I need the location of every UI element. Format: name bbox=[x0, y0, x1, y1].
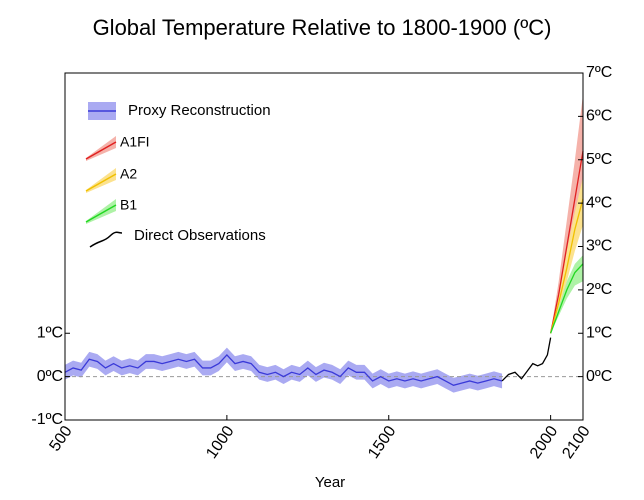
x-tick-label: 1500 bbox=[365, 423, 399, 462]
y-tick-label: 0ºC bbox=[37, 368, 63, 385]
error-band bbox=[65, 347, 503, 393]
y2-tick-label: 4ºC bbox=[586, 194, 612, 211]
series-line bbox=[549, 150, 584, 334]
legend-swatch-line bbox=[89, 231, 123, 248]
y2-tick-label: 0ºC bbox=[586, 368, 612, 385]
legend-label: Proxy Reconstruction bbox=[128, 102, 271, 119]
legend-label: A1FI bbox=[120, 134, 150, 150]
y2-tick-label: 3ºC bbox=[586, 238, 612, 255]
legend-swatch-line bbox=[85, 204, 117, 223]
y2-tick-label: 2ºC bbox=[586, 281, 612, 298]
legend-label: B1 bbox=[120, 197, 137, 213]
y-tick-label: -1ºC bbox=[31, 411, 63, 428]
x-axis-label: Year bbox=[315, 474, 345, 491]
x-tick-label: 2000 bbox=[527, 423, 561, 462]
legend-label: A2 bbox=[120, 166, 137, 182]
chart-title: Global Temperature Relative to 1800-1900… bbox=[93, 15, 552, 40]
legend-label: Direct Observations bbox=[134, 227, 266, 244]
series-line bbox=[550, 263, 584, 334]
x-tick-label: 2100 bbox=[559, 423, 593, 462]
legend-swatch-line bbox=[85, 173, 117, 192]
legend-swatch-line bbox=[85, 141, 117, 160]
range-band bbox=[550, 255, 583, 334]
series-line bbox=[501, 337, 552, 382]
x-tick-label: 1000 bbox=[203, 423, 237, 462]
y-tick-label: 1ºC bbox=[37, 324, 63, 341]
y2-tick-label: 6ºC bbox=[586, 108, 612, 125]
y2-tick-label: 5ºC bbox=[586, 151, 612, 168]
y2-tick-label: 7ºC bbox=[586, 64, 612, 81]
y2-tick-label: 1ºC bbox=[586, 324, 612, 341]
series-line bbox=[549, 198, 584, 334]
series-line bbox=[64, 353, 503, 386]
